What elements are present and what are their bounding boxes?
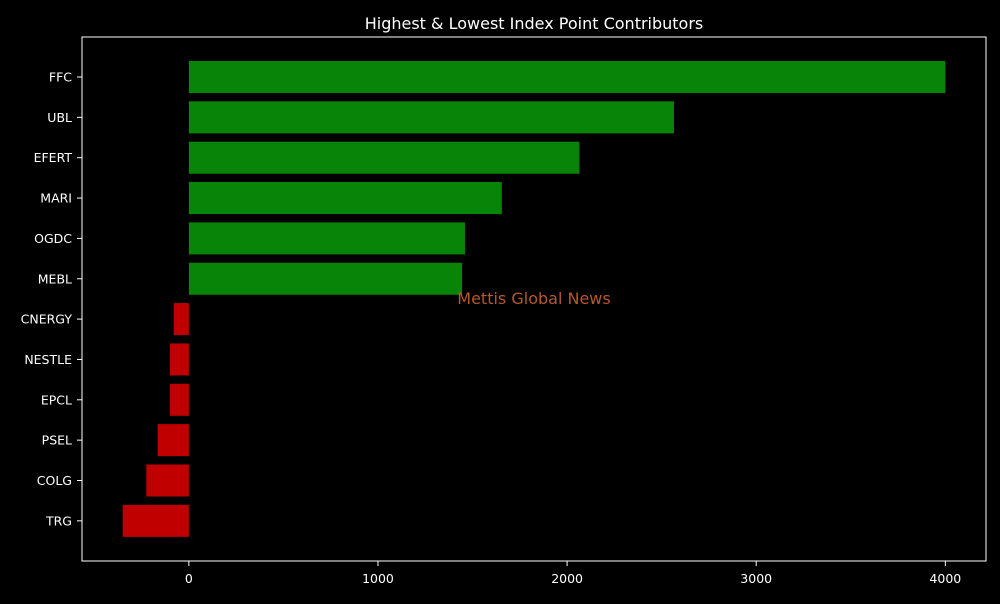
chart-title: Highest & Lowest Index Point Contributor… (365, 14, 704, 33)
y-tick-label: UBL (47, 110, 72, 125)
y-tick-label: MEBL (38, 271, 72, 286)
y-tick-label: OGDC (34, 231, 72, 246)
x-tick-label: 0 (185, 571, 193, 586)
watermark-text: Mettis Global News (457, 289, 610, 308)
y-tick-label: MARI (40, 191, 72, 206)
x-axis: 0 1000 2000 3000 4000 (185, 561, 961, 586)
x-tick-label: 1000 (362, 571, 394, 586)
y-tick-label: PSEL (42, 433, 72, 448)
y-axis: FFC UBL EFERT MARI OGDC MEBL CNERGY NESTLE EPCL P… (21, 70, 82, 528)
x-tick-label: 2000 (551, 571, 583, 586)
y-tick-label: EPCL (41, 392, 72, 407)
bar-trg (122, 504, 189, 537)
bar-ffc (188, 61, 946, 93)
bar-efert (188, 141, 580, 174)
bar-colg (146, 464, 189, 497)
y-tick-label: COLG (37, 473, 72, 488)
bar-epcl (169, 383, 189, 416)
x-tick-label: 4000 (929, 571, 961, 586)
bar-ogdc (188, 222, 465, 255)
y-tick-label: EFERT (34, 150, 73, 165)
bar-ubl (188, 101, 674, 134)
y-tick-label: TRG (45, 513, 72, 528)
y-tick-label: CNERGY (21, 312, 73, 327)
bar-mari (188, 182, 502, 215)
bar-psel (157, 424, 189, 457)
plot-frame (81, 36, 987, 562)
bar-nestle (169, 343, 189, 376)
bars-layer (122, 61, 946, 537)
y-tick-label: FFC (49, 70, 72, 85)
x-tick-label: 3000 (740, 571, 772, 586)
bar-cnergy (173, 303, 189, 336)
bar-mebl (188, 262, 463, 295)
y-tick-label: NESTLE (24, 352, 72, 367)
